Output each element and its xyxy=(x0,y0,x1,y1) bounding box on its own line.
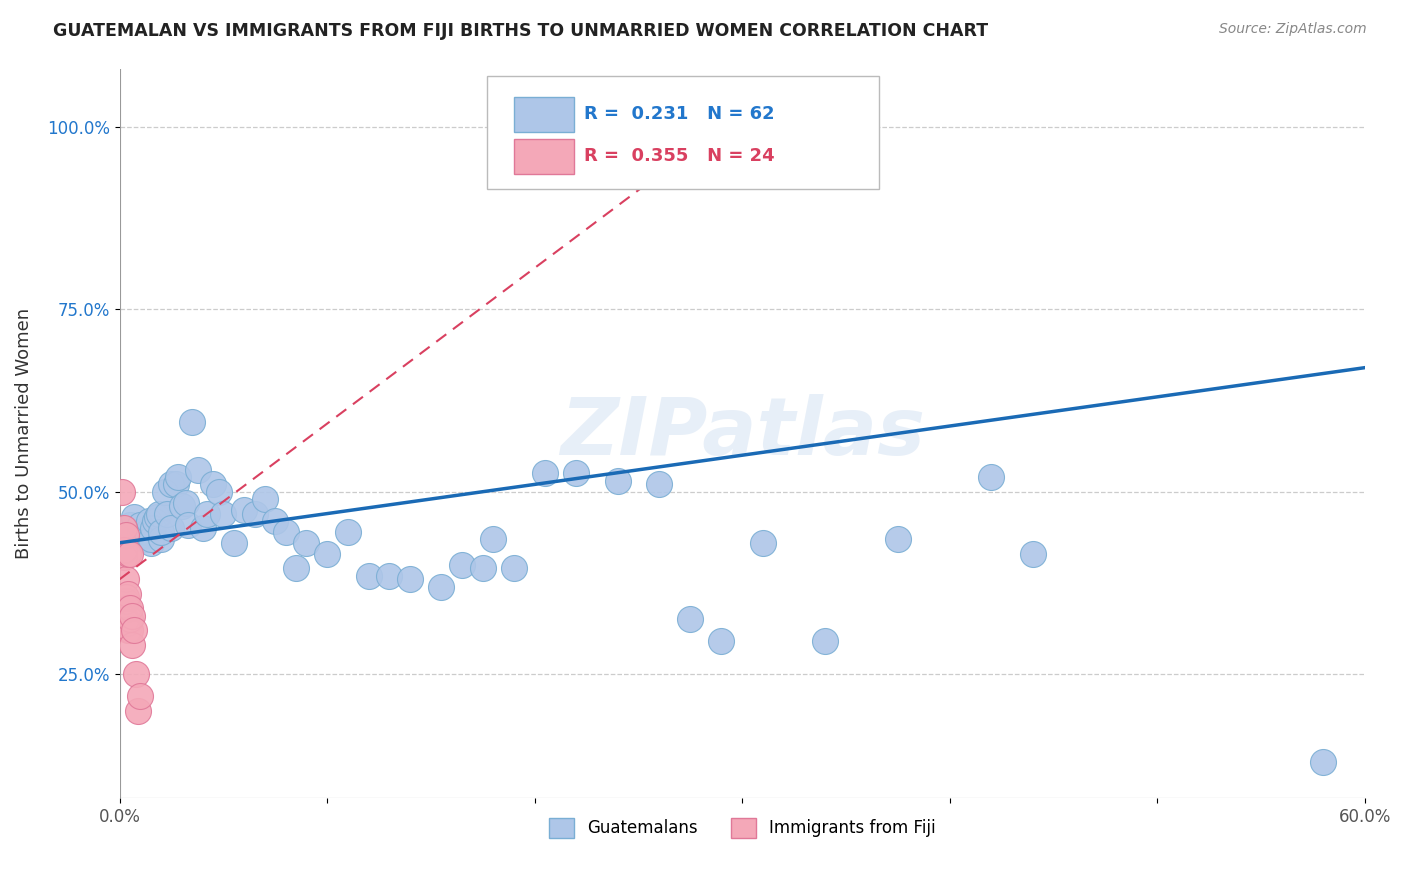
Point xyxy=(135,524,157,539)
Point xyxy=(115,594,138,608)
Point xyxy=(138,514,160,528)
FancyBboxPatch shape xyxy=(515,139,574,174)
Point xyxy=(503,561,526,575)
Text: Source: ZipAtlas.com: Source: ZipAtlas.com xyxy=(1219,22,1367,37)
Point xyxy=(112,521,135,535)
Point xyxy=(117,587,139,601)
Point xyxy=(1312,755,1334,769)
Point xyxy=(111,484,134,499)
Point xyxy=(378,568,401,582)
Text: R =  0.231   N = 62: R = 0.231 N = 62 xyxy=(583,104,775,123)
Point xyxy=(243,507,266,521)
Point xyxy=(191,521,214,535)
Point xyxy=(142,521,165,535)
Point xyxy=(112,543,135,558)
Point xyxy=(129,517,152,532)
Point xyxy=(274,524,297,539)
Point xyxy=(980,470,1002,484)
Point xyxy=(112,550,135,565)
Point xyxy=(117,624,139,638)
Point xyxy=(122,624,145,638)
Point xyxy=(150,532,173,546)
Point xyxy=(146,510,169,524)
Point xyxy=(125,667,148,681)
Point xyxy=(118,624,141,638)
Point xyxy=(143,514,166,528)
Point xyxy=(752,535,775,549)
Point xyxy=(181,416,204,430)
Point xyxy=(174,496,197,510)
Point xyxy=(118,601,141,615)
FancyBboxPatch shape xyxy=(515,97,574,132)
Point xyxy=(208,484,231,499)
Point xyxy=(115,612,138,626)
Point xyxy=(399,572,422,586)
Point xyxy=(118,517,141,532)
Point xyxy=(565,467,588,481)
Point xyxy=(253,491,276,506)
Point xyxy=(264,514,287,528)
Point xyxy=(1022,547,1045,561)
Point xyxy=(166,470,188,484)
Point xyxy=(295,535,318,549)
Point xyxy=(177,517,200,532)
Point xyxy=(201,477,224,491)
FancyBboxPatch shape xyxy=(486,76,879,189)
Point xyxy=(170,500,193,514)
Text: ZIPatlas: ZIPatlas xyxy=(560,394,925,473)
Point xyxy=(336,524,359,539)
Point xyxy=(160,477,183,491)
Point xyxy=(117,547,139,561)
Point xyxy=(534,467,557,481)
Point xyxy=(148,507,170,521)
Point xyxy=(122,510,145,524)
Point xyxy=(887,532,910,546)
Point xyxy=(165,477,187,491)
Point xyxy=(212,507,235,521)
Point xyxy=(139,532,162,546)
Point xyxy=(710,634,733,648)
Point xyxy=(150,524,173,539)
Point xyxy=(195,507,218,521)
Point xyxy=(129,524,152,539)
Point xyxy=(127,704,149,718)
Y-axis label: Births to Unmarried Women: Births to Unmarried Women xyxy=(15,308,32,559)
Point xyxy=(222,535,245,549)
Point xyxy=(129,689,152,703)
Point xyxy=(233,503,256,517)
Point xyxy=(482,532,505,546)
Point xyxy=(134,532,156,546)
Point xyxy=(121,608,143,623)
Point xyxy=(430,580,453,594)
Point xyxy=(155,484,177,499)
Point xyxy=(139,535,162,549)
Text: R =  0.355   N = 24: R = 0.355 N = 24 xyxy=(583,147,775,165)
Point xyxy=(316,547,339,561)
Point xyxy=(115,572,138,586)
Point xyxy=(160,521,183,535)
Legend: Guatemalans, Immigrants from Fiji: Guatemalans, Immigrants from Fiji xyxy=(541,811,942,845)
Point xyxy=(679,612,702,626)
Point xyxy=(117,615,139,630)
Point xyxy=(648,477,671,491)
Point xyxy=(118,612,141,626)
Point xyxy=(117,601,139,615)
Point xyxy=(814,634,837,648)
Point xyxy=(606,474,628,488)
Point xyxy=(357,568,380,582)
Point xyxy=(187,463,209,477)
Point xyxy=(285,561,308,575)
Point xyxy=(115,528,138,542)
Point xyxy=(451,558,474,572)
Point xyxy=(134,528,156,542)
Point xyxy=(156,507,179,521)
Point xyxy=(121,638,143,652)
Point xyxy=(471,561,494,575)
Point xyxy=(115,591,138,605)
Point xyxy=(118,547,141,561)
Text: GUATEMALAN VS IMMIGRANTS FROM FIJI BIRTHS TO UNMARRIED WOMEN CORRELATION CHART: GUATEMALAN VS IMMIGRANTS FROM FIJI BIRTH… xyxy=(53,22,988,40)
